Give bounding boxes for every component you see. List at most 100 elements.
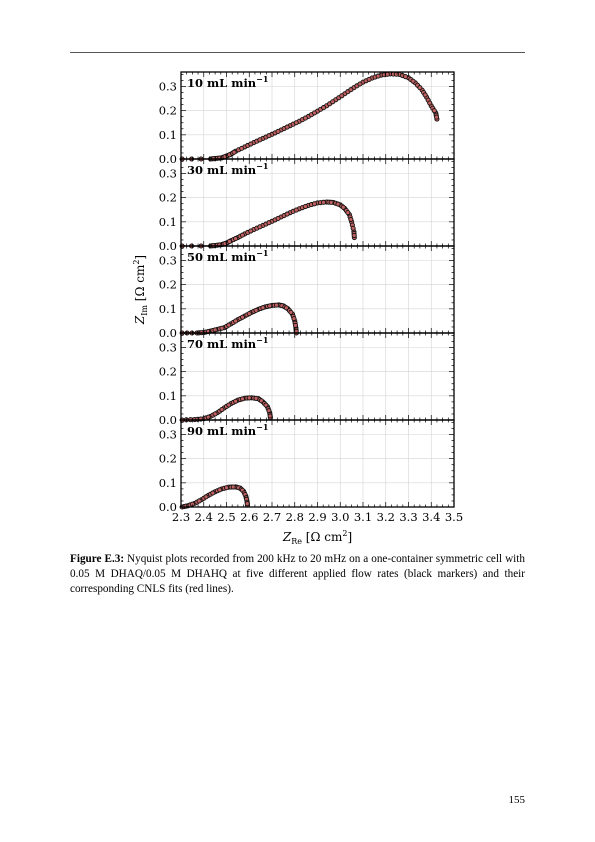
data-point: [257, 224, 263, 230]
x-tick-label: 3.1: [354, 510, 372, 524]
y-label-unit: [Ω cm: [133, 264, 147, 305]
panel-10: 0.0 0.1 0.2 0.3 10 mL min−1: [159, 71, 455, 166]
data-point: [219, 406, 225, 413]
y-axis-label: ZIm [Ω cm2]: [132, 255, 149, 325]
data-point: [351, 232, 357, 239]
data-point: [239, 314, 245, 320]
y-tick-label: 0.2: [159, 278, 177, 292]
x-tick-label: 2.8: [286, 510, 304, 524]
x-label-exp: 2: [342, 529, 347, 538]
panel-label-exp: −1: [256, 422, 268, 432]
y-label-main: Z: [133, 315, 147, 325]
data-point: [246, 395, 252, 401]
data-point: [244, 501, 250, 507]
x-tick-label: 2.3: [172, 510, 190, 524]
data-point: [266, 220, 272, 226]
data-point: [275, 128, 281, 134]
y-tick-label: 0.3: [159, 167, 177, 181]
y-tick-label: 0.3: [159, 428, 177, 442]
panel-label-exp: −1: [256, 248, 268, 258]
data-point: [266, 133, 272, 139]
x-tick-label: 2.4: [195, 510, 213, 524]
y-tick-label: 0.0: [159, 152, 177, 166]
y-tick-label: 0.2: [159, 452, 177, 466]
data-point: [293, 120, 299, 126]
y-tick-label: 0.0: [159, 413, 177, 427]
data-point: [275, 215, 281, 221]
y-tick-label: 0.0: [159, 326, 177, 340]
data-point: [260, 305, 266, 311]
x-tick-label: 2.9: [308, 510, 326, 524]
data-point: [335, 201, 341, 207]
data-point: [434, 114, 440, 120]
panel-label-num: 90: [187, 424, 207, 438]
x-label-sub: Re: [291, 537, 302, 546]
y-tick-label: 0.3: [159, 341, 177, 355]
y-tick-label: 0.2: [159, 365, 177, 379]
x-tick-label: 2.5: [217, 510, 235, 524]
panel-label-num: 50: [187, 250, 207, 264]
data-point: [311, 110, 318, 116]
x-tick-label: 3.0: [331, 510, 349, 524]
y-label-sub: Im: [140, 305, 149, 316]
panel-50: 0.0 0.1 0.2 0.3 50 mL min−1: [159, 245, 455, 340]
x-tick-label: 2.7: [263, 510, 281, 524]
data-point: [427, 100, 433, 106]
data-point: [258, 398, 264, 404]
panel-label-unit: mL min: [207, 424, 257, 438]
data-point: [196, 498, 202, 504]
data-point: [348, 216, 354, 222]
data-point: [410, 78, 416, 84]
panel-70: 0.0 0.1 0.2 0.3 70 mL min−1: [159, 332, 455, 427]
data-point: [219, 325, 225, 331]
data-point: [288, 309, 294, 315]
data-point: [226, 402, 232, 408]
data-point: [183, 503, 189, 509]
data-point: [431, 108, 437, 114]
x-tick-label: 3.4: [422, 510, 440, 524]
data-point: [231, 149, 237, 155]
header-rule: [70, 52, 525, 53]
y-tick-label: 0.1: [159, 302, 177, 316]
data-point: [226, 322, 232, 328]
panel-label-num: 30: [187, 163, 207, 177]
data-point: [348, 87, 354, 93]
panel-label-unit: mL min: [207, 250, 257, 264]
data-point: [239, 145, 245, 151]
data-point: [422, 92, 428, 98]
data-point: [263, 402, 269, 408]
data-point: [366, 76, 372, 82]
panel-90: 0.0 0.1 0.2 0.3 90 mL min−1: [159, 419, 455, 514]
panel-label: 50 mL min−1: [187, 248, 268, 264]
data-point: [253, 307, 259, 313]
data-point: [233, 398, 239, 404]
data-point: [393, 71, 399, 77]
x-label-unit: [Ω cm: [302, 530, 343, 544]
data-point: [248, 228, 254, 234]
nyquist-figure: 0.00.10.20.3 10 mL min−10.00.10.20.3 30 mL…: [132, 71, 463, 546]
data-point: [321, 199, 327, 205]
caption-text: Nyquist plots recorded from 200 kHz to 2…: [70, 553, 525, 595]
data-point: [350, 225, 356, 231]
panel-label-exp: −1: [256, 161, 268, 171]
x-label-close: ]: [347, 530, 352, 544]
data-point: [339, 93, 345, 99]
data-point: [239, 396, 245, 402]
data-point: [284, 124, 290, 130]
y-tick-label: 0.0: [159, 500, 177, 514]
panel-label-num: 70: [187, 337, 207, 351]
data-point: [248, 141, 254, 147]
panel-label-unit: mL min: [207, 76, 257, 90]
y-tick-label: 0.3: [159, 254, 177, 268]
panel-label-exp: −1: [256, 335, 268, 345]
y-tick-label: 0.0: [159, 239, 177, 253]
caption-label: Figure E.3:: [70, 553, 125, 565]
data-point: [283, 305, 289, 311]
y-tick-label: 0.3: [159, 80, 177, 94]
data-point: [284, 211, 290, 217]
data-point: [293, 207, 299, 213]
data-point: [291, 316, 297, 322]
data-point: [321, 105, 327, 111]
data-point: [302, 203, 308, 210]
y-tick-label: 0.1: [159, 389, 177, 403]
